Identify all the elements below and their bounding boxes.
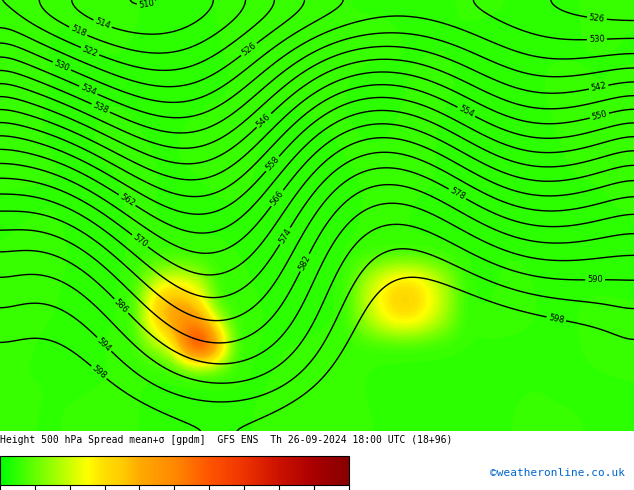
Text: 562: 562 xyxy=(118,192,136,208)
Text: 550: 550 xyxy=(591,109,608,122)
Text: 530: 530 xyxy=(53,59,71,74)
Text: ©weatheronline.co.uk: ©weatheronline.co.uk xyxy=(490,468,625,478)
Text: 542: 542 xyxy=(590,81,607,93)
Text: 526: 526 xyxy=(588,13,605,24)
Text: 570: 570 xyxy=(131,233,149,249)
Text: 574: 574 xyxy=(277,227,293,245)
Text: 530: 530 xyxy=(589,35,605,44)
Text: 510: 510 xyxy=(138,0,155,10)
Text: 598: 598 xyxy=(548,313,565,325)
Text: 566: 566 xyxy=(269,189,286,207)
Text: 586: 586 xyxy=(112,297,130,315)
Text: 582: 582 xyxy=(297,253,313,271)
Text: 554: 554 xyxy=(457,104,476,120)
Text: 590: 590 xyxy=(587,275,603,284)
Text: 578: 578 xyxy=(448,186,467,202)
Text: 518: 518 xyxy=(69,24,87,39)
Text: 526: 526 xyxy=(240,41,258,58)
Text: 598: 598 xyxy=(90,364,108,381)
Text: 522: 522 xyxy=(81,44,99,58)
Text: 546: 546 xyxy=(255,112,273,129)
Text: 534: 534 xyxy=(79,83,98,98)
Text: Height 500 hPa Spread mean+σ [gpdm]  GFS ENS  Th 26-09-2024 18:00 UTC (18+96): Height 500 hPa Spread mean+σ [gpdm] GFS … xyxy=(0,435,453,445)
Text: 514: 514 xyxy=(93,17,112,31)
Text: 558: 558 xyxy=(264,155,281,173)
Text: 538: 538 xyxy=(91,100,110,116)
Text: 594: 594 xyxy=(96,336,113,353)
